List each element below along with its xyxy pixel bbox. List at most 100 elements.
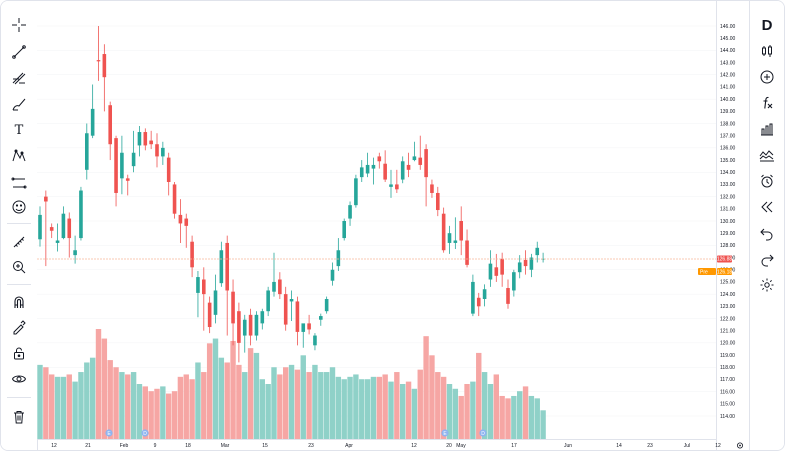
volume-bar — [405, 381, 412, 439]
time-tick-label: 12 — [51, 443, 57, 449]
ruler-range-icon[interactable] — [7, 171, 31, 195]
trash-icon[interactable] — [7, 405, 31, 429]
candle — [114, 135, 118, 207]
candle — [506, 279, 510, 309]
bar-chart-icon[interactable] — [755, 117, 779, 141]
candle-body — [301, 323, 306, 332]
lock-icon[interactable] — [7, 341, 31, 365]
indicators-icon[interactable] — [755, 91, 779, 115]
undo-icon[interactable] — [755, 221, 779, 245]
compare-icon[interactable] — [755, 143, 779, 167]
event-marker-circle — [479, 429, 487, 437]
candle-body — [44, 196, 48, 202]
fib-retracement-icon[interactable] — [7, 66, 31, 90]
candle-body — [371, 164, 376, 169]
candle — [494, 253, 499, 282]
time-tick-label: Jul — [684, 443, 690, 449]
time-tick-label: 14 — [616, 443, 622, 449]
candle-body — [453, 240, 458, 243]
candle-body — [494, 267, 499, 276]
volume-bar — [476, 352, 482, 439]
price-tick-label: 142.00 — [720, 73, 736, 79]
candle-body — [406, 164, 411, 170]
text-tool-icon[interactable]: T — [7, 118, 31, 142]
add-symbol-icon[interactable] — [755, 65, 779, 89]
measure-icon[interactable] — [7, 230, 31, 254]
crosshair-icon[interactable] — [7, 13, 31, 37]
volume-bar — [329, 367, 336, 439]
volume-bar — [306, 372, 312, 439]
pre-close-tag: Pre 126.18 — [698, 268, 732, 275]
price-tick-label: 143.00 — [720, 60, 736, 66]
volume-bar — [177, 376, 184, 439]
price-tick-label: 116.00 — [720, 389, 735, 395]
price-tick-label: 135.00 — [720, 158, 736, 164]
time-tick-label: 21 — [85, 443, 91, 449]
volume-bar — [359, 379, 365, 439]
logo-letter: D — [761, 16, 773, 34]
volume-bar — [435, 372, 441, 439]
redo-icon[interactable] — [755, 247, 779, 271]
candle — [535, 241, 540, 263]
price-tick-label: 144.00 — [720, 48, 736, 54]
price-tick-label: 120.00 — [720, 341, 736, 347]
replay-icon[interactable] — [755, 195, 779, 219]
price-tick-label: 138.00 — [720, 121, 736, 127]
candle-body — [342, 221, 346, 239]
stay-drawing-icon[interactable] — [7, 315, 31, 339]
candle — [383, 150, 387, 182]
candle — [155, 133, 159, 168]
candle — [418, 135, 423, 170]
candle-body — [307, 323, 311, 330]
candle-body — [237, 311, 241, 343]
candle-body — [73, 250, 77, 256]
volume-bar — [201, 372, 207, 439]
last-price-label: 126.88 — [717, 257, 733, 263]
volume-bar — [487, 384, 494, 439]
volume-bar — [517, 391, 523, 439]
candle — [44, 190, 48, 267]
candle — [225, 235, 229, 336]
price-tick-label: 131.00 — [720, 207, 736, 213]
time-axis-settings-icon[interactable] — [737, 442, 744, 449]
volume-bar — [505, 398, 511, 439]
candle-body — [225, 242, 229, 291]
price-tick-label: 124.00 — [720, 292, 736, 298]
candle — [61, 206, 66, 240]
zoom-in-icon[interactable] — [7, 255, 31, 279]
eye-icon[interactable] — [7, 367, 31, 391]
candle — [406, 152, 411, 178]
volume-bar — [72, 381, 78, 439]
alert-icon[interactable] — [755, 169, 779, 193]
candle — [541, 252, 545, 263]
settings-icon[interactable] — [755, 273, 779, 297]
volume-bar — [113, 367, 119, 439]
candle — [55, 223, 60, 252]
price-tick-label: 139.00 — [720, 109, 736, 115]
candle-body — [517, 262, 522, 273]
candle-body — [471, 281, 475, 314]
candle-body — [67, 218, 72, 239]
candle — [482, 284, 487, 307]
price-chart[interactable]: 146.00 145.00 144.00 143.00 142.00 141.00 140.… — [37, 1, 752, 451]
time-tick-label: 12 — [715, 443, 721, 449]
candle — [319, 313, 323, 326]
candle — [412, 141, 417, 162]
candle-body — [377, 156, 382, 162]
candle — [149, 130, 153, 150]
time-axis[interactable]: 12 21 Feb 9 18 Mar 15 23 Apr 12 20 May 17 Jun 14 23 Jul 1… — [51, 443, 721, 449]
toolbar-divider — [7, 223, 31, 224]
volume-bar — [54, 376, 61, 439]
candle — [459, 206, 463, 256]
candles-icon[interactable] — [755, 39, 779, 63]
time-tick-label: Mar — [221, 443, 230, 449]
brush-icon[interactable] — [7, 92, 31, 116]
trend-line-icon[interactable] — [7, 40, 31, 64]
chart-pane[interactable] — [37, 1, 716, 439]
candle-body — [488, 263, 493, 280]
emoji-icon[interactable] — [7, 195, 31, 219]
volume-bar — [300, 355, 306, 439]
magnet-icon[interactable] — [7, 290, 31, 314]
pattern-icon[interactable] — [7, 144, 31, 168]
price-axis[interactable]: 146.00 145.00 144.00 143.00 142.00 141.00 140.… — [720, 24, 736, 420]
